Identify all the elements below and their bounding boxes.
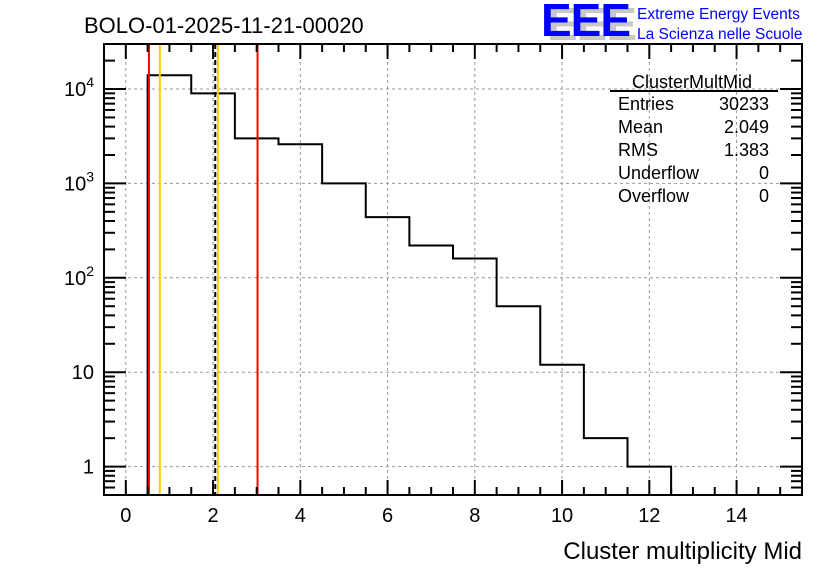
grid-lines	[104, 44, 802, 495]
y-tick-label: 103	[64, 168, 94, 195]
stats-value: 1.383	[724, 140, 769, 160]
y-tick-base: 10	[72, 362, 94, 384]
y-tick-label: 104	[64, 74, 94, 101]
histogram	[146, 74, 673, 495]
x-tick-label: 0	[120, 505, 131, 527]
stats-title: ClusterMultMid	[632, 72, 752, 92]
chart-title: BOLO-01-2025-11-21-00020	[84, 13, 364, 38]
y-tick-label: 1	[83, 457, 94, 479]
y-tick-base: 10	[64, 268, 86, 290]
histogram-bin	[584, 438, 628, 495]
x-tick-label: 4	[295, 505, 306, 527]
histogram-bin	[322, 183, 366, 495]
plot-frame	[103, 43, 803, 496]
x-tick-label: 2	[208, 505, 219, 527]
stats-value: 0	[759, 186, 769, 206]
histogram-outline	[146, 74, 673, 495]
logo-line1: Extreme Energy Events	[637, 6, 800, 23]
histogram-bin	[279, 144, 323, 495]
histogram-bin	[540, 365, 584, 495]
logo-line2: La Scienza nelle Scuole	[637, 26, 802, 43]
y-tick-exponent: 3	[86, 168, 94, 184]
stats-rows: Entries 30233 Mean 2.049 RMS 1.383 Underflow 0 O…	[618, 94, 769, 206]
stats-label: Entries	[618, 94, 674, 114]
stats-label: Underflow	[618, 163, 700, 183]
y-tick-base: 1	[83, 457, 94, 479]
histogram-bin	[191, 93, 235, 495]
x-axis-title: Cluster multiplicity Mid	[563, 538, 802, 565]
y-tick-base: 10	[64, 173, 86, 195]
axis-ticks	[104, 43, 802, 496]
stats-value: 2.049	[724, 117, 769, 137]
histogram-bin	[497, 306, 541, 495]
x-tick-label: 6	[382, 505, 393, 527]
y-tick-exponent: 4	[86, 74, 94, 90]
stats-label: RMS	[618, 140, 658, 160]
eee-logo: EEE Extreme Energy Events La Scienza nel…	[541, 0, 802, 46]
x-tick-labels: 0 2 4 6 8 10 12 14	[120, 505, 747, 527]
y-tick-exponent: 2	[86, 263, 94, 279]
stats-box: ClusterMultMid Entries 30233 Mean 2.049 RMS 1…	[610, 72, 778, 206]
histogram-bin	[453, 259, 497, 495]
y-tick-base: 10	[64, 79, 86, 101]
stats-value: 30233	[719, 94, 769, 114]
x-tick-label: 8	[469, 505, 480, 527]
marker-lines	[147, 44, 259, 495]
y-tick-label: 102	[64, 263, 94, 290]
y-tick-label: 10	[72, 362, 94, 384]
stats-value: 0	[759, 163, 769, 183]
histogram-bin	[366, 217, 410, 495]
stats-label: Mean	[618, 117, 663, 137]
x-tick-label: 12	[638, 505, 660, 527]
x-tick-label: 10	[551, 505, 573, 527]
x-tick-label: 14	[725, 505, 747, 527]
stats-label: Overflow	[618, 186, 690, 206]
histogram-bin	[409, 245, 453, 495]
histogram-bin	[148, 75, 192, 495]
logo-letters: EEE	[541, 0, 630, 46]
